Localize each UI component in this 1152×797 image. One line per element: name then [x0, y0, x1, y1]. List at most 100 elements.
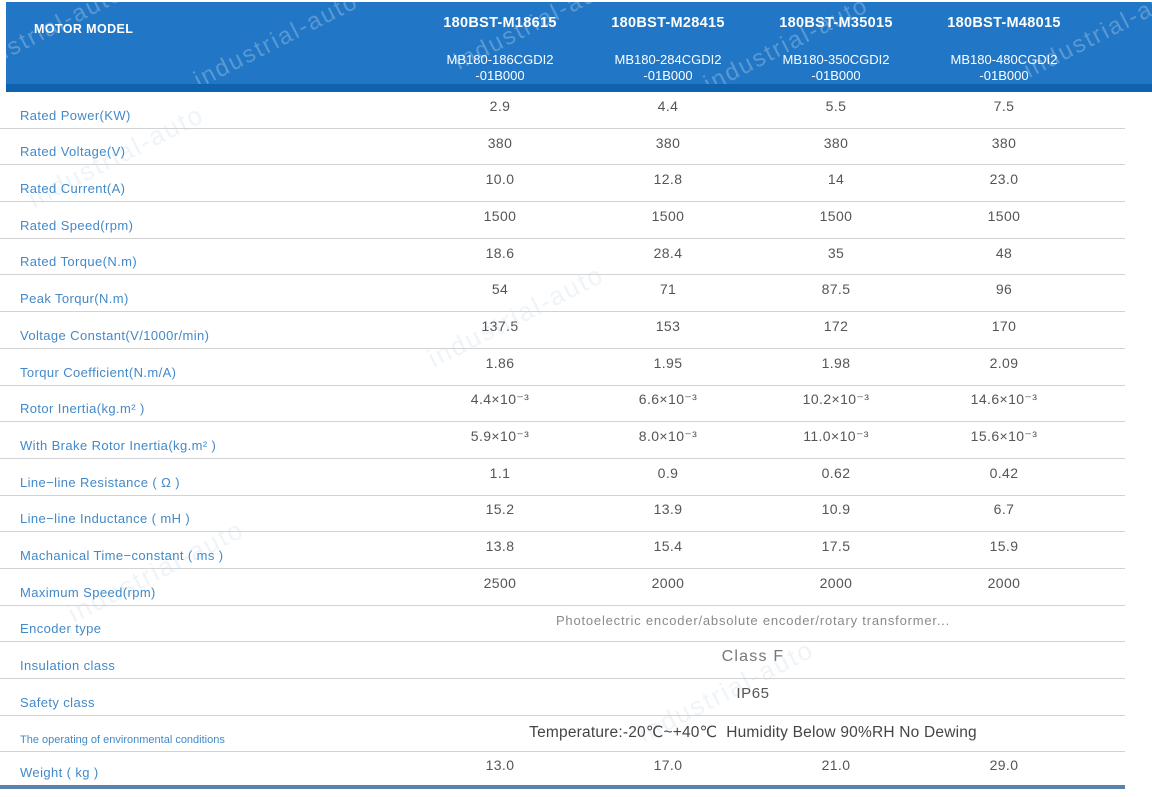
spec-value: 11.0×10⁻³	[803, 427, 869, 444]
spec-value: 1.95	[653, 354, 683, 371]
spec-value: 6.6×10⁻³	[638, 390, 698, 407]
model-subcode-line1: MB180-480CGDI2	[950, 52, 1058, 67]
spec-value: 1500	[819, 207, 853, 224]
spec-value: 13.8	[485, 538, 515, 555]
spec-value: 2500	[483, 574, 517, 591]
spec-value: 54	[491, 281, 509, 298]
row-label: Line−line Resistance ( Ω )	[20, 474, 180, 490]
spec-table-body: Rated Power(KW) 2.9 4.4 5.5 7.5 Rated Voltage…	[0, 92, 1125, 790]
spec-row: Peak Torqur(N.m) 54 71 87.5 96	[0, 275, 1125, 313]
spec-row: Rated Speed(rpm) 1500 1500 1500 1500	[0, 202, 1125, 239]
model-subcode-line2: -01B000	[979, 68, 1029, 83]
spec-value: 1500	[651, 207, 685, 224]
spec-row: Rated Torque(N.m) 18.6 28.4 35 48	[0, 239, 1125, 276]
row-label: With Brake Rotor Inertia(kg.m² )	[20, 437, 217, 453]
row-label: Voltage Constant(V/1000r/min)	[20, 327, 210, 343]
merged-value: Temperature:-20℃~+40℃ Humidity Below 90%…	[529, 724, 977, 742]
spec-value: 12.8	[653, 171, 683, 188]
spec-value: 14.6×10⁻³	[970, 390, 1038, 407]
row-label: Rated Speed(rpm)	[20, 217, 134, 233]
spec-row: Encoder type Photoelectric encoder/absolu…	[0, 606, 1125, 643]
spec-value: 380	[991, 134, 1017, 151]
spec-value: 96	[995, 281, 1013, 298]
spec-value: 5.5	[825, 97, 847, 114]
model-column-header: 180BST-M18615 MB180-186CGDI2 -01B000	[416, 2, 584, 84]
model-name: 180BST-M28415	[611, 15, 725, 31]
model-subcode-line2: -01B000	[643, 68, 693, 83]
spec-value: 4.4×10⁻³	[470, 390, 530, 407]
spec-value: 380	[823, 134, 849, 151]
row-label: Rated Current(A)	[20, 181, 126, 197]
merged-value: IP65	[736, 685, 770, 703]
spec-value: 4.4	[657, 97, 679, 114]
spec-value: 13.9	[653, 501, 683, 518]
model-column-header: 180BST-M35015 MB180-350CGDI2 -01B000	[752, 2, 920, 84]
spec-value: 2.9	[489, 97, 511, 114]
row-label: Insulation class	[20, 658, 116, 673]
spec-row: Insulation class Class F	[0, 642, 1125, 679]
model-subcode-line1: MB180-186CGDI2	[446, 52, 554, 67]
spec-value: 137.5	[481, 317, 519, 334]
model-subcode: MB180-284CGDI2 -01B000	[584, 52, 752, 84]
spec-value: 7.5	[993, 97, 1015, 114]
spec-value: 35	[827, 244, 845, 261]
spec-value: 153	[655, 317, 681, 334]
spec-value: 29.0	[989, 756, 1019, 773]
spec-value: 17.5	[821, 538, 851, 555]
model-column-header: 180BST-M28415 MB180-284CGDI2 -01B000	[584, 2, 752, 84]
model-subcode-line2: -01B000	[475, 68, 525, 83]
row-label: Machanical Time−constant ( ms )	[20, 547, 224, 563]
spec-row: The operating of environmental condition…	[0, 716, 1125, 753]
row-label: Rotor Inertia(kg.m² )	[20, 401, 145, 417]
model-subcode-line2: -01B000	[811, 68, 861, 83]
spec-value: 2.09	[989, 354, 1019, 371]
model-subcode-line1: MB180-284CGDI2	[614, 52, 722, 67]
spec-row: Line−line Resistance ( Ω ) 1.1 0.9 0.62 0.42	[0, 459, 1125, 496]
spec-value: 10.9	[821, 501, 851, 518]
spec-value: 1.86	[485, 354, 515, 371]
spec-row: Safety class IP65	[0, 679, 1125, 716]
spec-value: 13.0	[485, 756, 515, 773]
spec-value: 1500	[483, 207, 517, 224]
spec-value: 18.6	[485, 244, 515, 261]
row-label: The operating of environmental condition…	[20, 734, 225, 747]
model-subcode: MB180-480CGDI2 -01B000	[920, 52, 1088, 84]
row-label: Weight ( kg )	[20, 765, 99, 781]
spec-value: 15.4	[653, 538, 683, 555]
spec-value: 71	[659, 281, 677, 298]
spec-value: 2000	[819, 574, 853, 591]
spec-row: Maximum Speed(rpm) 2500 2000 2000 2000	[0, 569, 1125, 606]
model-name: 180BST-M35015	[779, 15, 893, 31]
table-header: industrial-auto industrial-auto industri…	[6, 2, 1152, 84]
spec-value: 0.62	[821, 464, 851, 481]
row-label: Rated Voltage(V)	[20, 144, 126, 160]
spec-value: 2000	[651, 574, 685, 591]
spec-value: 15.9	[989, 538, 1019, 555]
spec-value: 0.9	[657, 464, 679, 481]
spec-row: Weight ( kg ) 13.0 17.0 21.0 29.0	[0, 752, 1125, 790]
spec-value: 23.0	[989, 171, 1019, 188]
row-label: Encoder type	[20, 621, 102, 637]
spec-value: 1.98	[821, 354, 851, 371]
model-name: 180BST-M48015	[947, 15, 1061, 31]
spec-value: 170	[991, 317, 1017, 334]
merged-value: Photoelectric encoder/absolute encoder/r…	[555, 612, 951, 628]
row-label: Maximum Speed(rpm)	[20, 584, 156, 600]
spec-value: 6.7	[993, 501, 1015, 518]
model-subcode: MB180-350CGDI2 -01B000	[752, 52, 920, 84]
model-subcode-line1: MB180-350CGDI2	[782, 52, 890, 67]
spec-value: 10.0	[485, 171, 515, 188]
spec-row: Rated Current(A) 10.0 12.8 14 23.0	[0, 165, 1125, 203]
spec-row: Line−line Inductance ( mH ) 15.2 13.9 10.9 6…	[0, 496, 1125, 533]
spec-row: With Brake Rotor Inertia(kg.m² ) 5.9×10⁻³…	[0, 422, 1125, 459]
row-label: Safety class	[20, 694, 95, 710]
spec-value: 2000	[987, 574, 1021, 591]
spec-value: 28.4	[653, 244, 683, 261]
row-label: Rated Torque(N.m)	[20, 254, 138, 270]
merged-value: Class F	[721, 648, 785, 666]
spec-value: 380	[655, 134, 681, 151]
spec-value: 380	[487, 134, 513, 151]
spec-value: 17.0	[653, 756, 683, 773]
spec-value: 172	[823, 317, 849, 334]
